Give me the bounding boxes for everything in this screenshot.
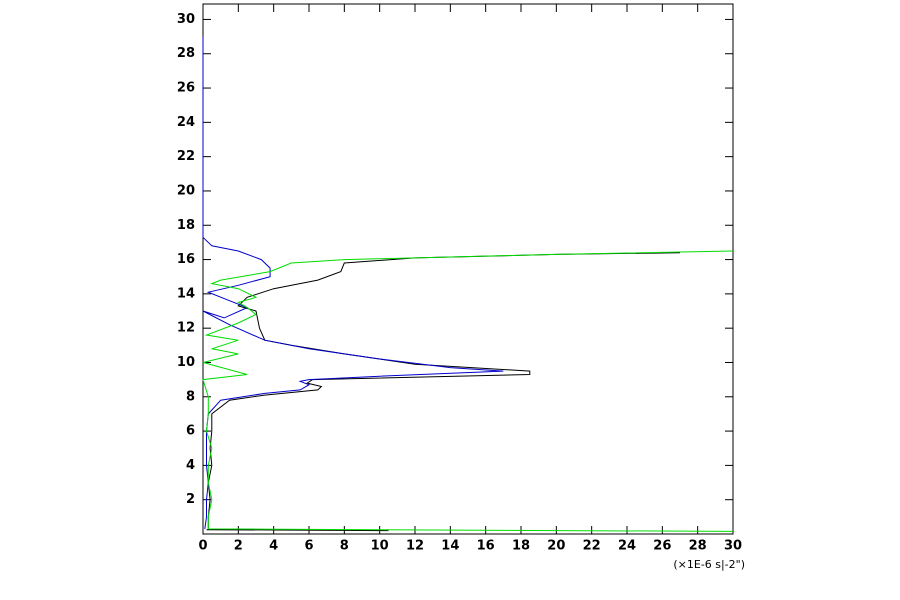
x-tick-label: 22	[583, 539, 601, 554]
y-tick-label: 2	[186, 492, 195, 507]
y-tick-label: 26	[177, 81, 195, 96]
y-tick-label: 6	[186, 424, 195, 439]
y-tick-label: 4	[186, 458, 195, 473]
y-tick-label: 28	[177, 46, 195, 61]
x-tick-label: 12	[406, 539, 424, 554]
x-tick-label: 28	[689, 539, 707, 554]
y-tick-label: 22	[177, 149, 195, 164]
x-tick-label: 18	[512, 539, 530, 554]
x-tick-label: 8	[340, 539, 349, 554]
x-unit-label: (×1E-6 s|-2")	[673, 558, 745, 571]
y-tick-label: 16	[177, 252, 195, 267]
x-tick-label: 4	[269, 539, 278, 554]
x-tick-label: 2	[234, 539, 243, 554]
x-tick-label: 30	[724, 539, 742, 554]
x-tick-label: 24	[618, 539, 636, 554]
profile-line	[206, 252, 681, 532]
x-tick-label: 0	[198, 539, 207, 554]
x-tick-label: 20	[547, 539, 565, 554]
x-tick-label: 6	[304, 539, 313, 554]
profile-line	[202, 250, 734, 532]
y-tick-label: 10	[177, 355, 195, 370]
x-tick-label: 26	[653, 539, 671, 554]
y-tick-label: 14	[177, 286, 195, 301]
plot-frame	[202, 3, 734, 535]
x-tick-label: 10	[371, 539, 389, 554]
x-tick-label: 14	[441, 539, 459, 554]
y-tick-label: 8	[186, 389, 195, 404]
y-tick-label: 12	[177, 321, 195, 336]
x-tick-label: 16	[477, 539, 495, 554]
y-tick-label: 20	[177, 183, 195, 198]
y-tick-label: 18	[177, 218, 195, 233]
profile-line	[202, 36, 504, 529]
y-tick-label: 30	[177, 12, 195, 27]
y-tick-label: 24	[177, 115, 195, 130]
